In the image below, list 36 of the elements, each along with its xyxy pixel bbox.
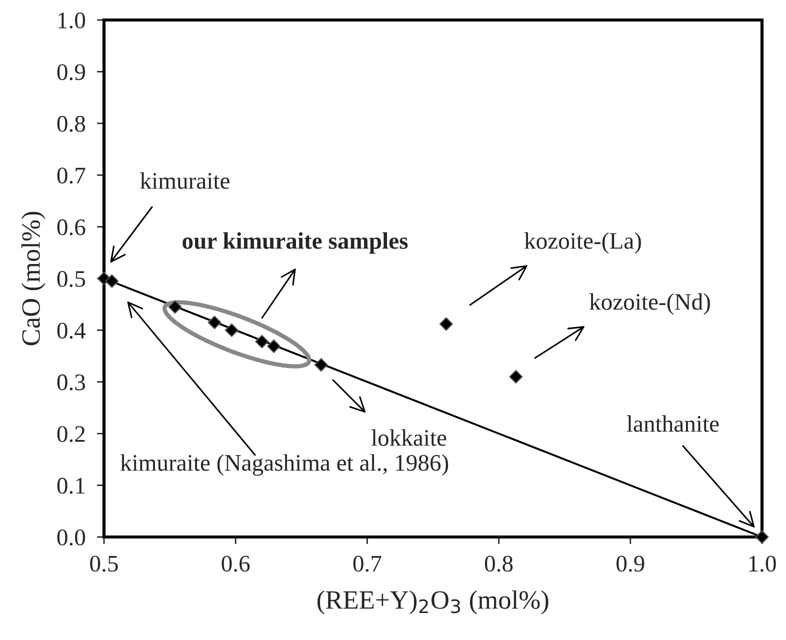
y-tick-label: 0.7: [57, 168, 86, 184]
x-tick-label: 0.9: [616, 556, 644, 572]
annotation: lokkaite: [371, 429, 446, 446]
y-tick-label: 0.2: [57, 426, 85, 442]
y-tick-label: 0.9: [57, 64, 85, 80]
y-tick-label: 0.1: [57, 478, 85, 494]
point: [255, 334, 269, 348]
annotation: kimuraite: [140, 172, 230, 189]
x-tick-label: 0.7: [353, 556, 382, 572]
point: [208, 316, 222, 330]
x-tick-label: 1.0: [749, 556, 776, 572]
annotation: our kimuraite samples: [182, 232, 408, 254]
annotation: kozoite-(Nd): [589, 293, 710, 315]
annotation: kimuraite (Nagashima et al., 1986): [120, 454, 448, 476]
annotation: kozoite-(La): [524, 232, 641, 254]
x-tick-label: 0.6: [222, 556, 250, 572]
point: [105, 274, 119, 288]
point: [314, 358, 328, 372]
point: [168, 300, 182, 314]
point: [267, 339, 281, 353]
y-tick-label: 0.4: [57, 322, 86, 339]
y-tick-label: 1.0: [58, 12, 86, 29]
y-tick-label: 0.6: [57, 219, 86, 236]
point: [224, 323, 238, 337]
y-tick-label: 0.0: [57, 529, 86, 546]
x-tick-label: 0.8: [484, 556, 513, 572]
point: [755, 530, 769, 544]
y-tick-label: 0.5: [57, 270, 86, 288]
y-tick-label: 0.3: [57, 374, 86, 390]
point: [509, 370, 523, 384]
y-tick-label: 0.8: [57, 116, 86, 132]
x-axis-title: (REE+Y)$_{2}$O$_{3}$ (mol%): [318, 590, 548, 614]
y-axis-title: CaO (mol%): [21, 212, 46, 346]
annotation: lanthanite: [626, 415, 719, 432]
point: [439, 317, 453, 331]
x-tick-label: 0.5: [90, 556, 118, 572]
